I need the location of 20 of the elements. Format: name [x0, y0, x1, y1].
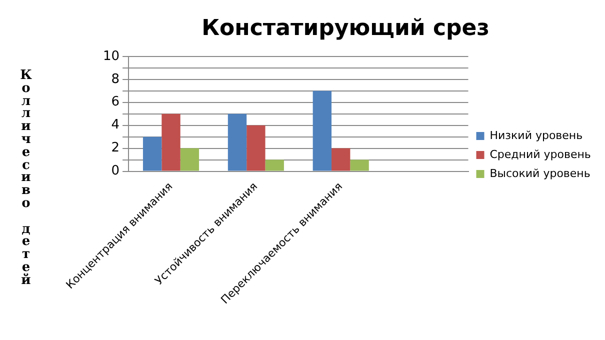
chart-title: Констатирующий срез [202, 16, 490, 41]
bar [265, 160, 284, 171]
y-tick-label: 4 [111, 118, 120, 133]
legend-label: Низкий уровень [490, 128, 583, 142]
y-tick-label: 2 [111, 140, 120, 156]
bar [142, 136, 162, 171]
bar [180, 148, 200, 171]
y-tick-label: 6 [111, 94, 120, 110]
bar [350, 160, 369, 171]
bar [312, 90, 332, 171]
bar [228, 114, 247, 171]
bar [246, 125, 266, 171]
y-tick-label: 0 [111, 164, 120, 179]
legend-label: Высокий уровень [490, 166, 590, 180]
legend-label: Средний уровень [490, 148, 591, 161]
y-tick-label: 10 [102, 48, 120, 64]
bar [332, 148, 350, 171]
y-tick-label: 8 [111, 72, 120, 87]
text: Колличесиво детей [20, 68, 32, 288]
bar [162, 114, 180, 171]
